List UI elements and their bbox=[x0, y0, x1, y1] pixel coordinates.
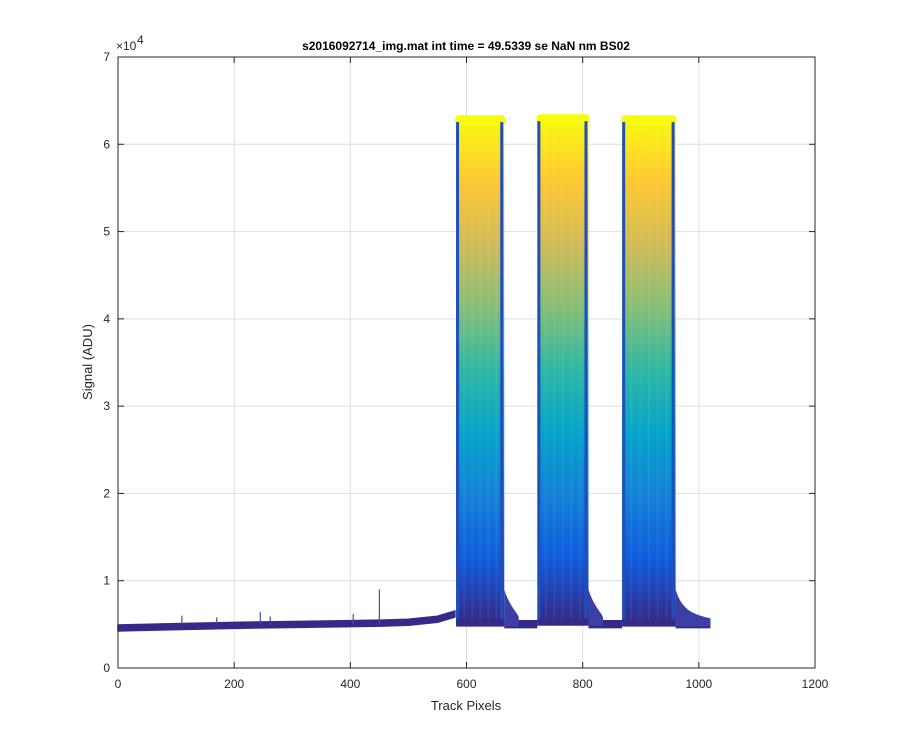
plateau-cap bbox=[536, 114, 590, 125]
x-tick-labels: 0 200 400 600 800 1000 1200 bbox=[115, 677, 829, 691]
plateau-left-edge bbox=[456, 122, 460, 623]
x-tick-label: 1200 bbox=[802, 677, 829, 691]
y-tick-label: 3 bbox=[103, 399, 110, 413]
plateau-left-edge bbox=[537, 121, 541, 622]
x-tick-label: 600 bbox=[456, 677, 476, 691]
y-exponent-base: ×10 bbox=[116, 39, 137, 53]
x-tick-label: 400 bbox=[340, 677, 360, 691]
plateau-tail bbox=[588, 589, 604, 626]
data-series bbox=[117, 114, 711, 632]
y-exponent-label: ×10 4 bbox=[116, 33, 144, 53]
tick-marks bbox=[117, 56, 816, 669]
y-tick-label: 1 bbox=[103, 574, 110, 588]
plateau-left-edge bbox=[622, 122, 626, 623]
plateau-block bbox=[537, 117, 589, 622]
y-tick-label: 7 bbox=[103, 50, 110, 64]
x-tick-label: 200 bbox=[224, 677, 244, 691]
y-tick-label: 5 bbox=[103, 225, 110, 239]
plateau-tail bbox=[675, 589, 711, 627]
plateau-right-edge bbox=[671, 122, 675, 623]
plateau-right-edge bbox=[584, 121, 588, 622]
y-axis-label: Signal (ADU) bbox=[80, 324, 95, 400]
y-exponent-power: 4 bbox=[137, 33, 144, 47]
baseline-segment bbox=[504, 619, 538, 629]
y-tick-label: 4 bbox=[103, 312, 110, 326]
x-axis-label: Track Pixels bbox=[431, 698, 502, 713]
y-tick-labels: 0 1 2 3 4 5 6 7 bbox=[103, 50, 110, 675]
y-tick-label: 6 bbox=[103, 137, 110, 151]
x-tick-label: 0 bbox=[115, 677, 122, 691]
plateau-block bbox=[622, 118, 676, 623]
y-tick-label: 2 bbox=[103, 486, 110, 500]
plateau-cap bbox=[621, 115, 677, 126]
plateau-tail bbox=[504, 589, 519, 627]
chart-title: s2016092714_img.mat int time = 49.5339 s… bbox=[302, 39, 630, 53]
baseline-segment bbox=[588, 619, 623, 629]
y-tick-label: 0 bbox=[103, 661, 110, 675]
plateau-right-edge bbox=[500, 122, 504, 623]
baseline-series bbox=[117, 610, 456, 632]
plateau-block bbox=[456, 118, 505, 623]
plateau-floor bbox=[622, 619, 676, 627]
plateau-floor bbox=[456, 619, 505, 627]
plateau-floor bbox=[537, 619, 589, 626]
x-tick-label: 1000 bbox=[685, 677, 712, 691]
x-tick-label: 800 bbox=[573, 677, 593, 691]
plateau-cap bbox=[455, 115, 506, 126]
